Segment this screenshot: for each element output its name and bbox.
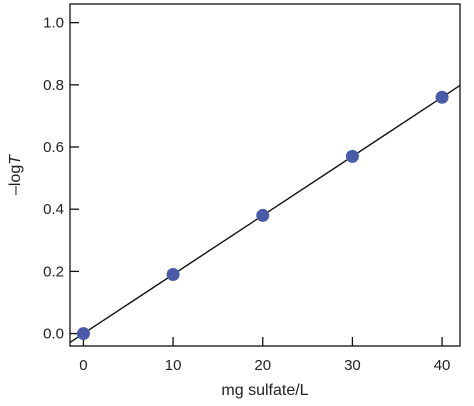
x-axis-ticks: 0 10 20 30 40 bbox=[79, 337, 450, 374]
x-tick-label: 30 bbox=[344, 357, 361, 374]
y-axis-label-variable: T bbox=[7, 154, 24, 165]
y-tick-label: 0.6 bbox=[43, 139, 64, 156]
data-point bbox=[345, 149, 359, 163]
x-tick-label: 10 bbox=[165, 357, 182, 374]
data-point bbox=[76, 327, 90, 341]
data-point bbox=[166, 267, 180, 281]
y-tick-label: 0.4 bbox=[43, 201, 64, 218]
x-tick-label: 40 bbox=[434, 357, 451, 374]
data-point bbox=[256, 208, 270, 222]
plot-frame bbox=[69, 3, 461, 347]
y-axis-label-prefix: –log bbox=[7, 165, 24, 195]
y-axis-ticks: 0.0 0.2 0.4 0.6 0.8 1.0 bbox=[43, 15, 79, 343]
y-tick-label: 0.2 bbox=[43, 263, 64, 280]
data-points bbox=[76, 90, 449, 341]
y-tick-label: 0.8 bbox=[43, 77, 64, 94]
y-axis-label: –logT bbox=[7, 154, 24, 195]
x-tick-label: 20 bbox=[254, 357, 271, 374]
x-tick-label: 0 bbox=[79, 357, 87, 374]
data-point bbox=[435, 90, 449, 104]
x-axis-label: mg sulfate/L bbox=[221, 382, 308, 399]
y-tick-label: 0.0 bbox=[43, 326, 64, 343]
y-tick-label: 1.0 bbox=[43, 15, 64, 32]
